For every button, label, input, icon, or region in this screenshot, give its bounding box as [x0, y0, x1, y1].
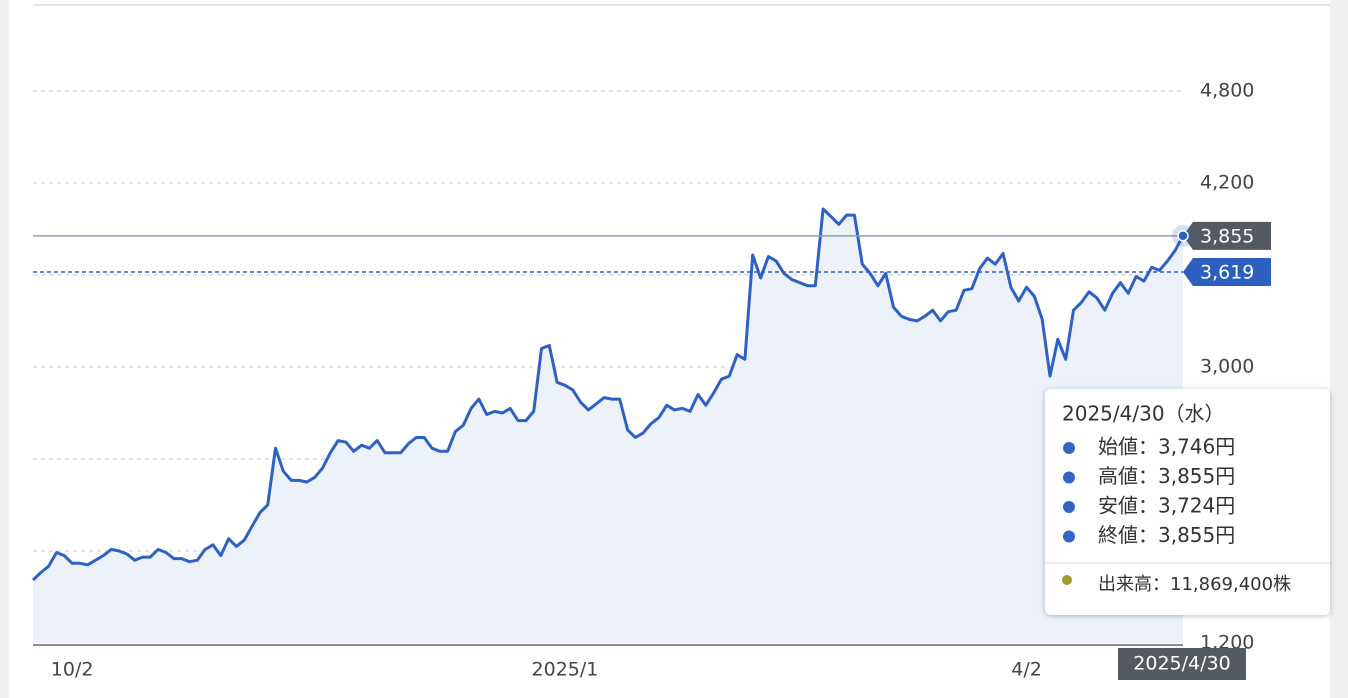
price-badge: [1183, 258, 1271, 287]
price-badge-label: 3,855: [1200, 225, 1254, 247]
tooltip-bullet: [1063, 471, 1075, 484]
x-tick-label: 4/2: [1011, 659, 1042, 681]
price-line: [31, 207, 1185, 582]
tooltip-bullet: [1063, 501, 1075, 513]
tooltip-bullet: [1062, 575, 1072, 585]
tooltip-row: 終値：3,855円: [1098, 523, 1235, 547]
side-strip: [0, 0, 9, 698]
x-tick-label: 2025/1: [532, 659, 599, 681]
tooltip: 2025/4/30（水） 始値：3,746円高値：3,855円安値：3,724円終…: [1045, 389, 1330, 615]
tooltip-bullet: [1063, 530, 1075, 543]
side-strip: [1330, 0, 1348, 698]
date-badge: [1118, 648, 1246, 680]
tooltip-row: 高値：3,855円: [1098, 464, 1235, 488]
y-tick-label: 4,800: [1200, 79, 1254, 101]
tooltip-box: [1045, 389, 1330, 615]
tooltip-row: 安値：3,724円: [1098, 494, 1235, 518]
price-badge-label: 3,619: [1200, 262, 1254, 284]
tooltip-volume: 出来高：11,869,400株: [1098, 574, 1291, 595]
hover-dot: [1177, 230, 1189, 242]
tooltip-row: 始値：3,746円: [1098, 435, 1235, 459]
y-tick-label: 3,000: [1200, 355, 1254, 377]
area: [33, 209, 1183, 643]
date-badge-label: 2025/4/30: [1133, 653, 1230, 675]
tooltip-bullet: [1063, 442, 1075, 454]
price-badge: [1183, 221, 1271, 250]
x-tick-label: 10/2: [51, 659, 94, 681]
tooltip-title: 2025/4/30（水）: [1062, 402, 1225, 426]
y-tick-label: 4,200: [1200, 171, 1254, 193]
